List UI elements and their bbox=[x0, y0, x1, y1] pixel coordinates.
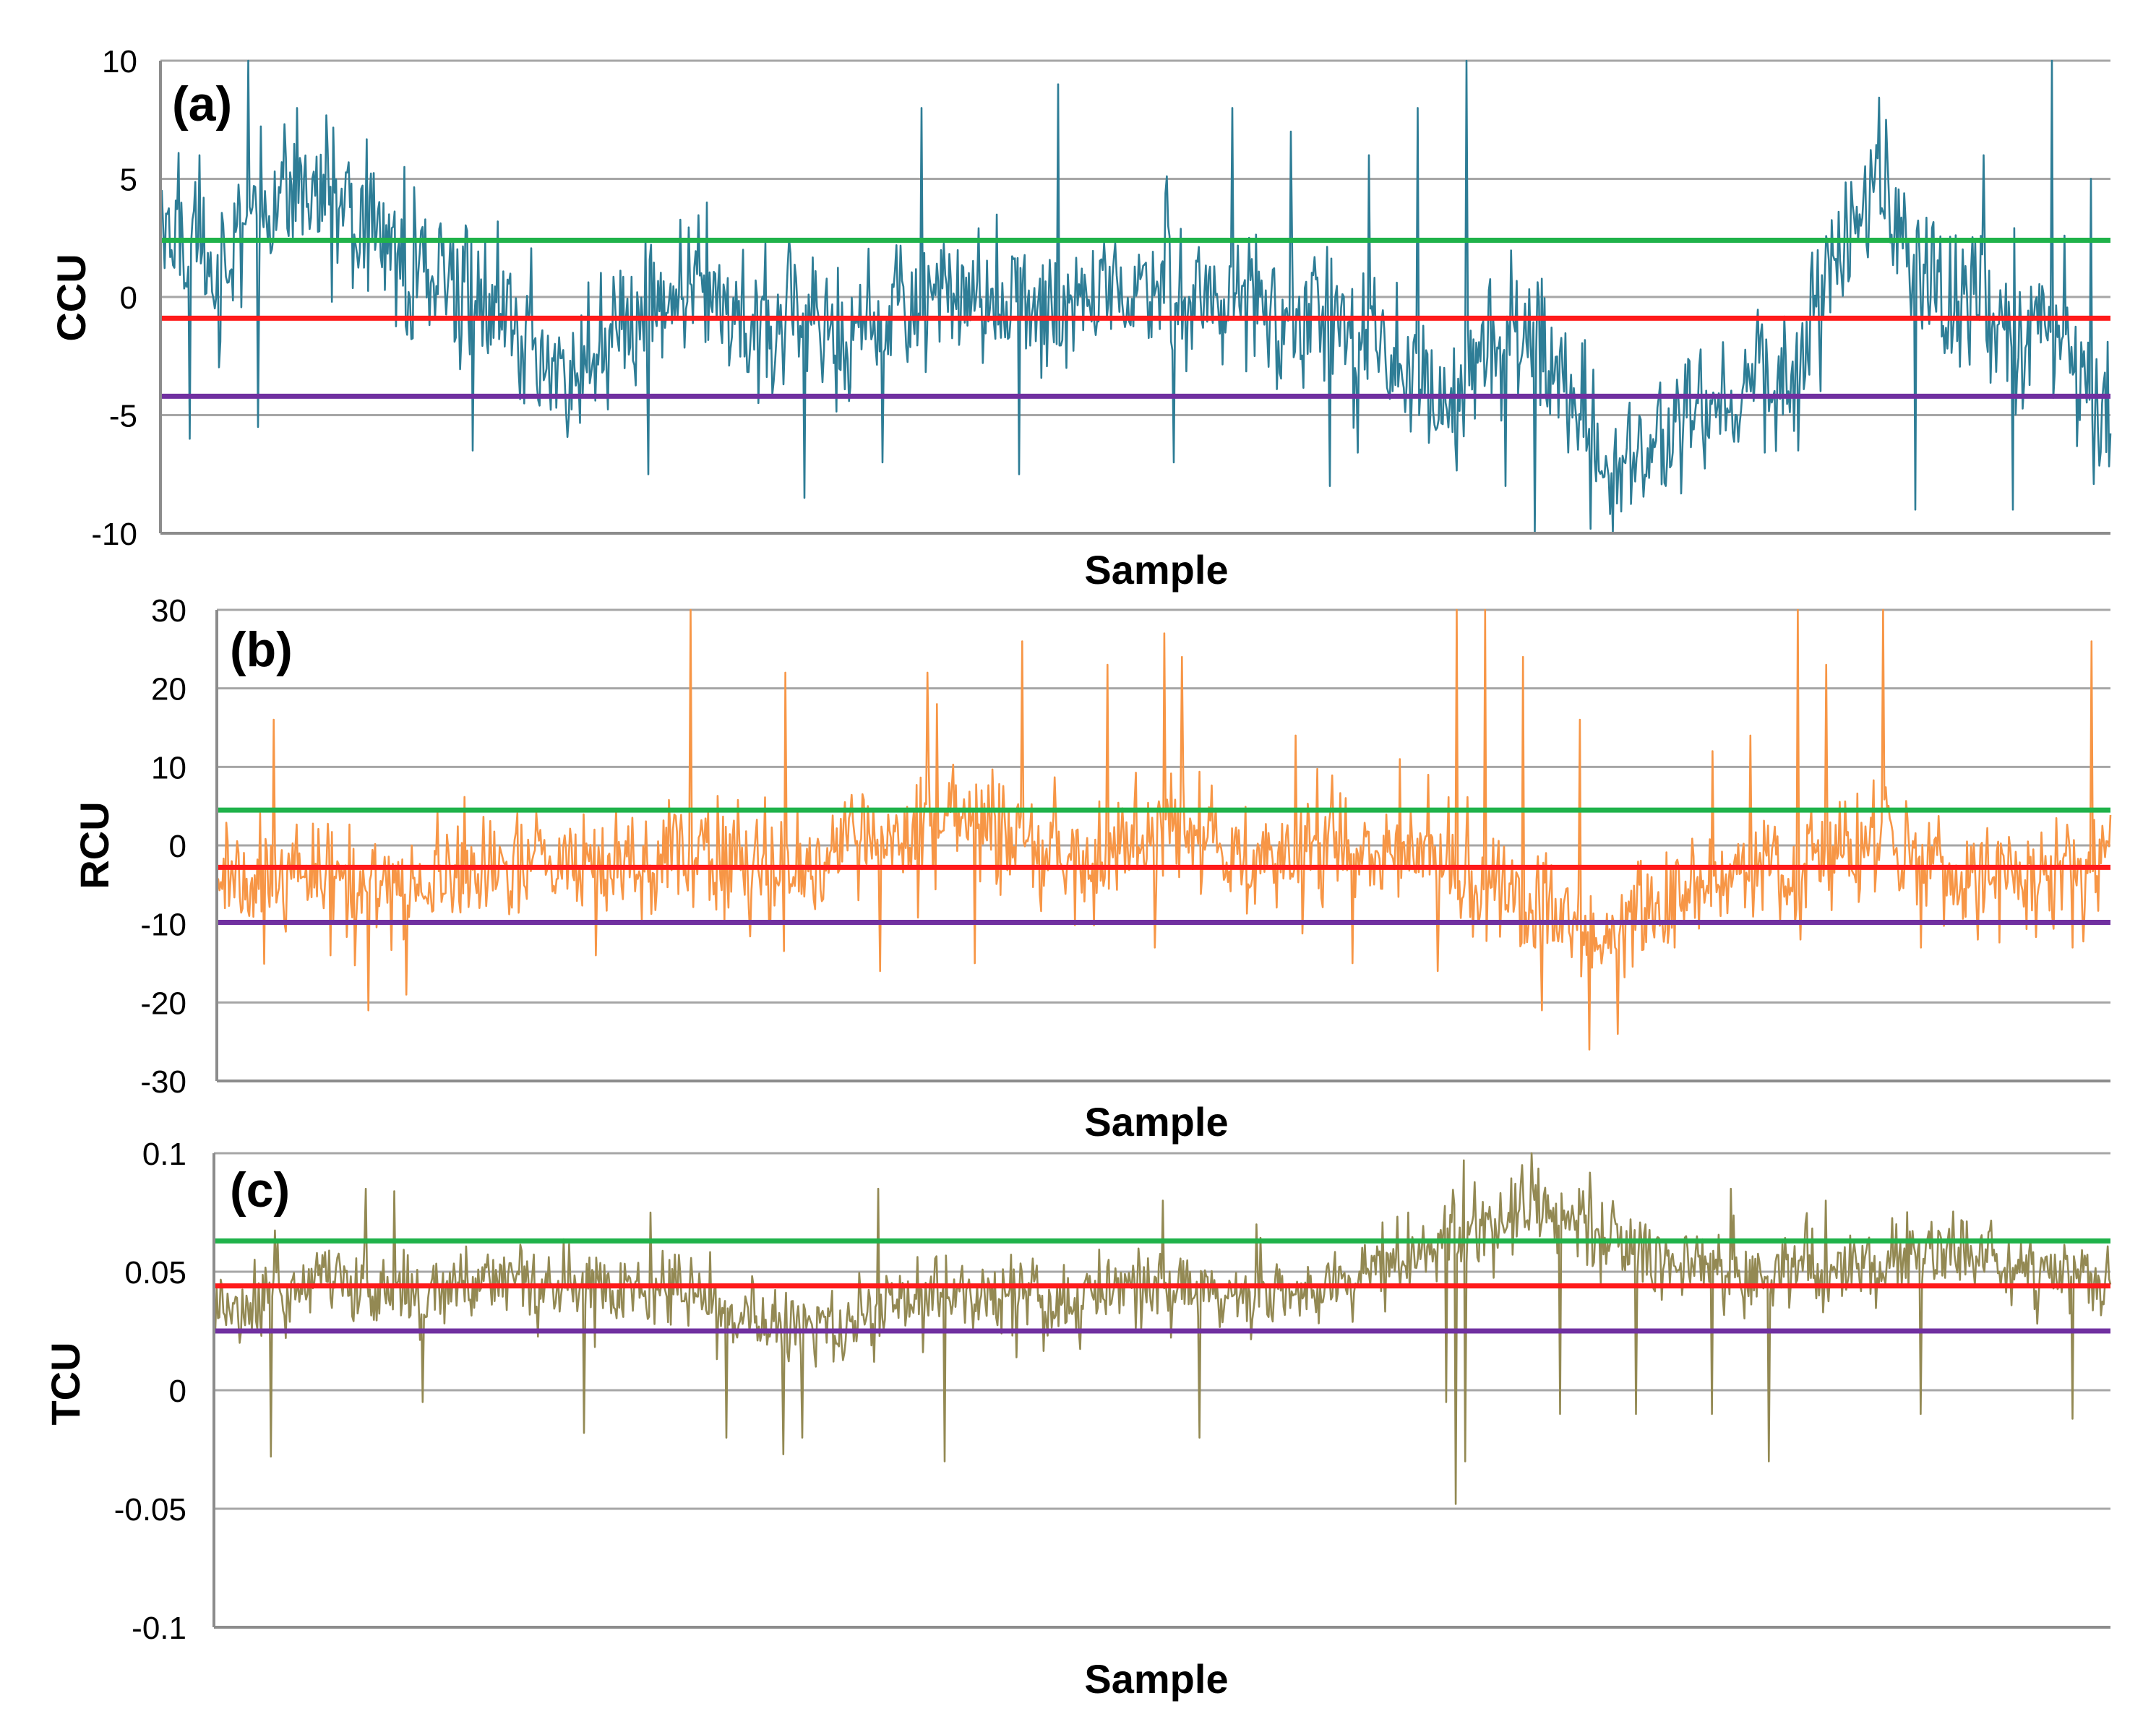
panel-a-axes bbox=[159, 61, 2110, 535]
panel-a-ytick-labels: 10 5 0 -5 -10 bbox=[91, 44, 137, 552]
panel-a-ytick-label-2: 0 bbox=[120, 280, 137, 316]
panel-a-ytick-label-0: 10 bbox=[102, 44, 137, 79]
panel-a-ylabel: CCU bbox=[48, 254, 94, 341]
panel-a-reference-lines bbox=[160, 238, 2110, 399]
panel-c-ytick-label-2: 0 bbox=[169, 1374, 186, 1409]
panel-a-series bbox=[159, 59, 2112, 535]
panel-c-ytick-label-4: -0.1 bbox=[132, 1611, 186, 1646]
panel-c-ytick-label-3: -0.05 bbox=[114, 1492, 186, 1528]
panel-a-ccu: 10 5 0 -5 -10 (a) CCU Sample bbox=[48, 44, 2112, 593]
panel-c-ytick-labels: 0.1 0.05 0 -0.05 -0.1 bbox=[114, 1137, 186, 1646]
panel-b-ytick-label-6: -30 bbox=[140, 1064, 186, 1100]
panel-a-series-line bbox=[159, 59, 2112, 535]
panel-a-ytick-label-3: -5 bbox=[109, 399, 137, 434]
panel-c-reference-lines bbox=[214, 1238, 2110, 1334]
panel-a-xlabel: Sample bbox=[1084, 547, 1228, 593]
panel-a-ytick-label-1: 5 bbox=[120, 163, 137, 198]
panel-b-ylabel: RCU bbox=[72, 801, 117, 889]
panel-c-tcu: 0.1 0.05 0 -0.05 -0.1 (c) TCU Sample bbox=[43, 1137, 2112, 1702]
panel-c-ytick-label-0: 0.1 bbox=[142, 1137, 186, 1172]
panel-b-rcu: 30 20 10 0 -10 -20 -30 (b) RCU Sample bbox=[72, 593, 2112, 1145]
panel-b-ytick-label-2: 10 bbox=[151, 750, 186, 785]
panel-b-ytick-label-4: -10 bbox=[140, 908, 186, 943]
panel-b-reference-lines bbox=[217, 807, 2110, 925]
panel-c-axes bbox=[212, 1153, 2110, 1629]
panel-c-label: (c) bbox=[230, 1163, 290, 1218]
panel-b-xlabel: Sample bbox=[1084, 1099, 1228, 1145]
panel-b-ytick-label-3: 0 bbox=[169, 829, 186, 864]
panel-a-label: (a) bbox=[172, 77, 232, 132]
panel-c-xlabel: Sample bbox=[1084, 1656, 1228, 1702]
panel-b-ytick-label-5: -20 bbox=[140, 986, 186, 1021]
panel-b-series bbox=[215, 608, 2112, 1051]
panel-b-ytick-label-1: 20 bbox=[151, 672, 186, 707]
panel-b-series-line bbox=[215, 608, 2112, 1051]
panel-b-ytick-labels: 30 20 10 0 -10 -20 -30 bbox=[140, 593, 186, 1100]
panel-c-ytick-label-1: 0.05 bbox=[124, 1255, 186, 1291]
panel-a-ytick-label-4: -10 bbox=[91, 517, 137, 552]
panel-b-label: (b) bbox=[230, 622, 293, 677]
panel-b-ytick-label-0: 30 bbox=[151, 593, 186, 629]
panel-b-axes bbox=[215, 610, 2110, 1082]
panel-c-ylabel: TCU bbox=[43, 1342, 88, 1425]
